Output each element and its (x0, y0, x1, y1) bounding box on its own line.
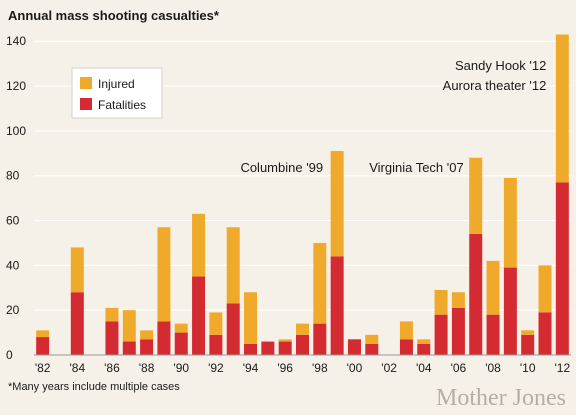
bar-injured (365, 334, 379, 344)
bar-injured (226, 227, 240, 304)
bar-fatalities (174, 332, 188, 355)
bar-fatalities (486, 314, 500, 355)
bar-fatalities (313, 323, 327, 355)
bar-fatalities (122, 341, 136, 355)
legend-swatch-fatalities (80, 98, 92, 110)
x-tick-label: '06 (451, 361, 467, 375)
bar-fatalities (451, 307, 465, 355)
legend-swatch-injured (80, 77, 92, 89)
x-tick-label: '08 (485, 361, 501, 375)
annotation-label: Sandy Hook '12 (455, 58, 546, 73)
bar-injured (140, 330, 154, 340)
y-tick-label: 120 (6, 79, 26, 93)
bar-fatalities (521, 334, 535, 355)
chart-title: Annual mass shooting casualties* (8, 8, 220, 23)
brand-logo: Mother Jones (436, 385, 566, 411)
bar-injured (105, 307, 119, 322)
bar-fatalities (399, 339, 413, 355)
bar-fatalities (226, 303, 240, 355)
legend-label-injured: Injured (98, 77, 135, 91)
bar-fatalities (330, 256, 344, 355)
bar-injured (296, 323, 309, 335)
bar-injured (209, 312, 223, 335)
bar-fatalities (209, 334, 223, 355)
bar-injured (244, 292, 258, 344)
y-tick-label: 140 (6, 34, 26, 48)
y-tick-label: 20 (6, 303, 20, 317)
y-tick-label: 100 (6, 124, 26, 138)
bar-injured (555, 34, 569, 183)
bar-injured (313, 242, 327, 324)
x-tick-label: '88 (139, 361, 155, 375)
x-tick-label: '92 (208, 361, 224, 375)
bar-injured (157, 227, 171, 322)
x-tick-label: '84 (69, 361, 85, 375)
bar-injured (486, 260, 500, 315)
y-axis-ticks: 0 20 40 60 80 100 120 140 (6, 34, 26, 362)
x-tick-label: '04 (416, 361, 432, 375)
bar-fatalities (347, 339, 361, 355)
bar-injured (469, 157, 483, 234)
bar-fatalities (105, 321, 119, 355)
annotation-label: Aurora theater '12 (443, 78, 547, 93)
footnote: *Many years include multiple cases (8, 381, 180, 393)
x-tick-label: '10 (520, 361, 536, 375)
bar-injured (192, 213, 206, 277)
y-tick-label: 60 (6, 214, 20, 228)
x-tick-label: '86 (104, 361, 120, 375)
y-tick-label: 80 (6, 169, 20, 183)
bar-injured (174, 323, 188, 333)
x-tick-label: '00 (347, 361, 363, 375)
bar-injured (521, 330, 535, 335)
bar-fatalities (140, 339, 154, 355)
bar-injured (451, 292, 465, 308)
bar-fatalities (36, 337, 50, 355)
annotation-label: Virginia Tech '07 (369, 160, 464, 175)
bars (36, 34, 569, 355)
x-tick-label: '90 (173, 361, 189, 375)
x-tick-label: '96 (277, 361, 293, 375)
bar-injured (330, 151, 344, 257)
x-tick-label: '98 (312, 361, 328, 375)
y-tick-label: 40 (6, 258, 20, 272)
bar-fatalities (503, 267, 517, 355)
y-tick-label: 0 (6, 348, 13, 362)
x-tick-label: '02 (381, 361, 397, 375)
bar-fatalities (192, 276, 206, 355)
bar-fatalities (244, 343, 258, 355)
x-tick-label: '82 (35, 361, 51, 375)
bar-injured (434, 290, 448, 315)
annotations: Columbine '99 Virginia Tech '07 Sandy Hook… (240, 58, 546, 175)
bar-injured (70, 247, 84, 293)
bar-fatalities (70, 292, 84, 355)
bar-fatalities (417, 343, 431, 355)
x-tick-label: '12 (555, 361, 571, 375)
bar-injured (278, 339, 292, 342)
bar-fatalities (555, 182, 569, 355)
bar-fatalities (434, 314, 448, 355)
bar-fatalities (469, 233, 483, 355)
bar-injured (503, 177, 517, 268)
legend-label-fatalities: Fatalities (98, 98, 146, 112)
bar-injured (417, 339, 431, 344)
legend: Injured Fatalities (71, 67, 163, 119)
bar-injured (36, 330, 50, 338)
bar-injured (122, 310, 136, 342)
bar-fatalities (538, 312, 552, 355)
bar-fatalities (157, 321, 171, 355)
bar-injured (538, 265, 552, 313)
bar-injured (399, 321, 413, 340)
x-tick-label: '94 (243, 361, 259, 375)
bar-fatalities (261, 341, 275, 355)
x-axis-ticks: '82 '84 '86 '88 '90 '92 '94 '96 '98 '00 '02 '04 '06 '… (35, 361, 571, 375)
bar-fatalities (296, 334, 309, 355)
bar-fatalities (365, 343, 379, 355)
bar-fatalities (278, 341, 292, 355)
annotation-label: Columbine '99 (240, 160, 323, 175)
